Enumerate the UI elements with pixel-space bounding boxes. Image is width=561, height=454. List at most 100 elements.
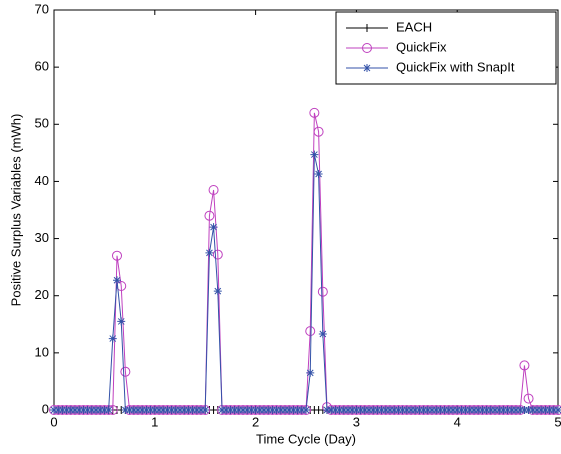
marker bbox=[352, 406, 361, 414]
marker bbox=[415, 406, 424, 414]
marker bbox=[537, 406, 546, 414]
x-tick-label: 2 bbox=[252, 414, 259, 429]
x-axis-label: Time Cycle (Day) bbox=[256, 431, 356, 446]
marker bbox=[507, 406, 516, 414]
marker bbox=[212, 249, 223, 260]
marker bbox=[66, 406, 75, 414]
marker bbox=[180, 406, 189, 414]
marker bbox=[125, 406, 134, 414]
marker bbox=[331, 406, 340, 414]
marker bbox=[146, 406, 155, 414]
series bbox=[50, 150, 561, 414]
marker bbox=[495, 406, 504, 414]
marker bbox=[289, 406, 298, 414]
marker bbox=[478, 406, 487, 414]
marker bbox=[133, 406, 142, 414]
marker bbox=[373, 406, 382, 414]
marker bbox=[226, 406, 235, 414]
marker bbox=[171, 406, 180, 414]
marker bbox=[163, 406, 172, 414]
x-tick-label: 3 bbox=[353, 414, 360, 429]
marker bbox=[362, 43, 372, 53]
marker bbox=[461, 406, 470, 414]
marker bbox=[188, 406, 197, 414]
marker bbox=[318, 330, 327, 338]
y-tick-label: 50 bbox=[35, 116, 49, 131]
marker bbox=[309, 107, 320, 118]
marker bbox=[348, 406, 357, 414]
marker bbox=[377, 406, 386, 414]
marker bbox=[322, 406, 331, 414]
marker bbox=[255, 406, 264, 414]
marker bbox=[83, 406, 92, 414]
marker bbox=[302, 406, 310, 414]
marker bbox=[155, 406, 164, 414]
marker bbox=[112, 250, 122, 261]
marker bbox=[121, 406, 130, 414]
marker bbox=[306, 368, 315, 377]
legend-label: EACH bbox=[396, 19, 432, 34]
marker bbox=[104, 406, 113, 414]
legend-label: QuickFix bbox=[396, 39, 447, 54]
marker bbox=[385, 406, 394, 414]
marker bbox=[54, 406, 63, 414]
marker bbox=[167, 406, 176, 414]
marker bbox=[192, 406, 201, 414]
marker bbox=[423, 406, 432, 414]
marker bbox=[470, 406, 479, 414]
marker bbox=[272, 406, 281, 414]
y-axis-label: Positive Surplus Variables (mWh) bbox=[8, 114, 23, 307]
marker bbox=[363, 64, 371, 72]
marker bbox=[448, 406, 457, 414]
marker bbox=[234, 406, 243, 414]
marker bbox=[444, 406, 453, 414]
marker bbox=[356, 406, 365, 414]
legend-label: QuickFix with SnapIt bbox=[396, 59, 515, 74]
marker bbox=[92, 406, 101, 414]
marker bbox=[436, 406, 445, 414]
series bbox=[49, 107, 561, 415]
marker bbox=[120, 366, 131, 377]
marker bbox=[407, 406, 416, 414]
legend: EACH QuickFix QuickFix with SnapIt bbox=[335, 11, 557, 85]
marker bbox=[100, 406, 109, 414]
marker bbox=[411, 406, 420, 414]
marker bbox=[218, 406, 227, 414]
marker bbox=[251, 406, 260, 414]
y-tick-label: 20 bbox=[35, 287, 49, 302]
marker bbox=[516, 406, 525, 414]
marker bbox=[465, 406, 474, 414]
marker bbox=[62, 406, 71, 414]
marker bbox=[457, 406, 466, 414]
marker bbox=[58, 406, 67, 414]
marker bbox=[503, 406, 512, 414]
marker bbox=[196, 406, 205, 414]
marker bbox=[184, 406, 193, 414]
marker bbox=[293, 406, 302, 414]
marker bbox=[432, 406, 441, 414]
y-tick-label: 30 bbox=[35, 230, 49, 245]
marker bbox=[533, 406, 542, 414]
x-tick-label: 0 bbox=[50, 414, 57, 429]
marker bbox=[327, 406, 336, 414]
y-tick-label: 40 bbox=[35, 173, 49, 188]
marker bbox=[305, 326, 316, 337]
marker bbox=[390, 406, 399, 414]
marker bbox=[281, 406, 290, 414]
marker bbox=[117, 317, 126, 326]
marker bbox=[428, 406, 436, 414]
marker bbox=[554, 406, 561, 414]
marker bbox=[486, 406, 495, 414]
marker bbox=[339, 406, 348, 414]
marker bbox=[138, 406, 147, 414]
marker bbox=[369, 406, 378, 414]
marker bbox=[239, 406, 247, 414]
marker bbox=[142, 406, 151, 414]
y-tick-label: 60 bbox=[35, 59, 49, 74]
marker bbox=[519, 360, 530, 371]
marker bbox=[394, 406, 403, 414]
marker bbox=[276, 406, 285, 414]
x-tick-label: 5 bbox=[554, 414, 561, 429]
marker bbox=[317, 286, 328, 297]
marker bbox=[499, 406, 508, 414]
